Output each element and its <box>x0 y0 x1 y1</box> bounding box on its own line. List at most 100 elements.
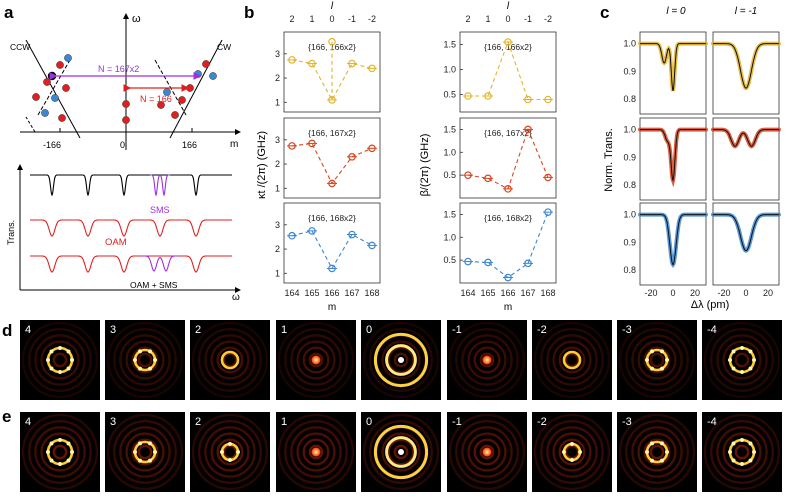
mode-image <box>190 320 270 400</box>
mode-lobe <box>731 366 736 371</box>
mode-lobe <box>133 450 137 454</box>
m-tick: 164 <box>460 288 475 298</box>
mode-label: -3 <box>622 324 632 336</box>
mode-lobe <box>748 458 753 463</box>
chart-title: {166, 168x2} <box>308 213 356 223</box>
y-tick-label: 1.5 <box>443 40 456 50</box>
spectrum-data <box>638 127 708 188</box>
data-point <box>464 171 472 179</box>
mode-ring <box>290 426 342 478</box>
mode-lobe <box>66 441 71 446</box>
mode-lobe <box>228 442 232 446</box>
mode-lobe <box>740 462 744 466</box>
mode-lobe <box>49 349 54 354</box>
y-tick-label: 0.5 <box>443 255 456 265</box>
mode-image <box>702 320 782 400</box>
dlambda-axis-label: Δλ (pm) <box>691 299 730 311</box>
mode-lobe <box>650 349 654 354</box>
x-tick-label: 0 <box>743 288 748 298</box>
y-tick-label: 2 <box>275 73 280 83</box>
mode-lobe <box>153 358 157 362</box>
m-tick: 165 <box>304 288 319 298</box>
n-166-label: N = 166 <box>140 94 172 104</box>
mode-image <box>105 320 185 400</box>
mode-ring <box>546 334 598 386</box>
mode-ring <box>618 321 696 399</box>
y-tick-label: 3 <box>275 135 280 145</box>
mode-lobe <box>138 349 142 354</box>
mode-ring <box>643 346 671 374</box>
spectrum-data <box>711 41 781 91</box>
mode-image <box>190 412 270 492</box>
mode-lobe <box>740 438 744 442</box>
mode-core <box>482 355 492 365</box>
mode-lobe <box>66 458 71 463</box>
spectrum-frame <box>639 117 707 201</box>
l-axis-title: l <box>331 1 334 12</box>
mode-label: -2 <box>537 324 547 336</box>
mode-ring <box>210 340 250 380</box>
mode-ring <box>631 426 683 478</box>
mode-ring <box>216 438 244 466</box>
mode-lobe <box>58 438 62 442</box>
mode-label: 2 <box>195 324 201 336</box>
mode-label: 0 <box>366 324 372 336</box>
y-tick-label: 0.9 <box>623 66 636 76</box>
data-point <box>504 273 512 282</box>
mode-ring <box>290 334 342 386</box>
mode-image <box>20 320 100 400</box>
x-tick-label: 20 <box>763 288 773 298</box>
mode-ring <box>703 321 781 399</box>
mode-ring <box>106 413 184 491</box>
x-tick-label: 20 <box>690 288 700 298</box>
chart-title: {166, 168x2} <box>484 213 532 223</box>
series-line <box>291 59 373 102</box>
dispersion-diagram: ω m CCW CW -166 0 166 <box>10 13 241 150</box>
m-tick: 165 <box>480 288 495 298</box>
spectrum-fit <box>713 43 779 89</box>
mode-lobe <box>660 458 664 463</box>
data-point <box>504 185 512 193</box>
mode-ring <box>461 334 513 386</box>
m-axis-label: m <box>328 302 336 313</box>
mode-ring <box>216 346 244 374</box>
y-tick-label: 0.5 <box>443 90 456 100</box>
data-point <box>288 231 296 240</box>
mode-ring-bright <box>373 424 429 480</box>
panel-e-images: 4 3 2 1 0 -1 -2 -3 -4 <box>20 412 782 492</box>
mode-lobe <box>138 441 142 446</box>
mode-lobe <box>665 450 669 454</box>
mode-ring <box>618 413 696 491</box>
mode-image <box>105 412 185 492</box>
l-tick: 2 <box>289 14 294 24</box>
mode-lobe <box>70 358 74 362</box>
y-tick-label: 3 <box>275 220 280 230</box>
mode-ring <box>40 340 80 380</box>
mode-lobe <box>153 450 157 454</box>
mode-ring <box>479 352 495 368</box>
mode-ring <box>533 321 611 399</box>
mode-core <box>398 357 404 363</box>
col-title-l1: l = -1 <box>735 6 758 17</box>
spectrum-fit <box>640 129 706 183</box>
data-point <box>544 208 552 216</box>
mode-ring <box>308 352 324 368</box>
mode-label: 2 <box>195 416 201 428</box>
mode-ring <box>40 432 80 472</box>
mode-ring <box>393 444 409 460</box>
data-point <box>544 173 552 182</box>
mode-lobe <box>66 349 71 354</box>
spectrum-frame <box>712 117 780 201</box>
mode-lobe <box>660 366 664 371</box>
m-tick: 167 <box>344 288 359 298</box>
spectrum-frame <box>712 31 780 115</box>
mode-ring <box>479 444 495 460</box>
data-point <box>368 144 376 153</box>
data-point <box>308 59 316 68</box>
data-point <box>348 59 356 68</box>
mode-ring <box>722 432 762 472</box>
spectrum-frame <box>639 31 707 115</box>
tick-166: 166 <box>182 140 197 150</box>
tick-0: 0 <box>120 140 125 150</box>
mode-ring <box>21 321 99 399</box>
